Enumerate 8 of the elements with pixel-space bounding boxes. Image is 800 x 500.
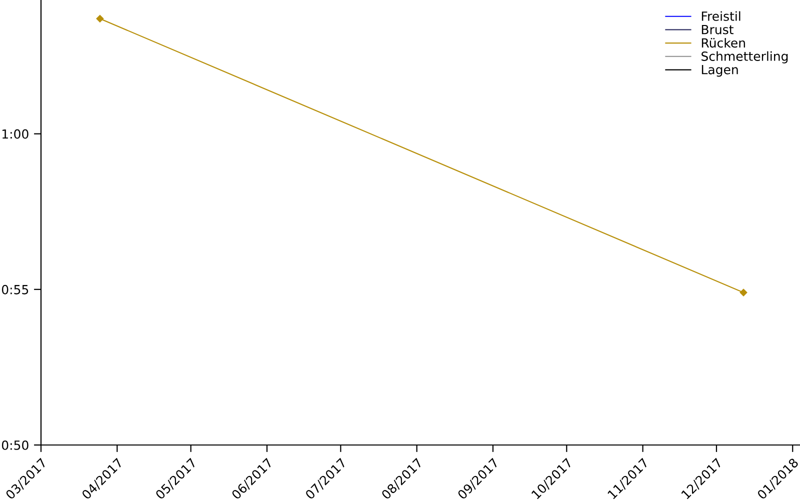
- y-tick-label: 0:55: [2, 284, 28, 294]
- y-tick-label: 1:00: [2, 129, 28, 139]
- legend-label: Lagen: [702, 65, 738, 77]
- y-tick-label: 0:50: [2, 440, 28, 450]
- legend-label: Schmetterling: [702, 51, 788, 64]
- legend-label: Brust: [702, 24, 734, 34]
- legend-label: Rücken: [702, 38, 745, 48]
- legend-label: Freistil: [702, 11, 740, 21]
